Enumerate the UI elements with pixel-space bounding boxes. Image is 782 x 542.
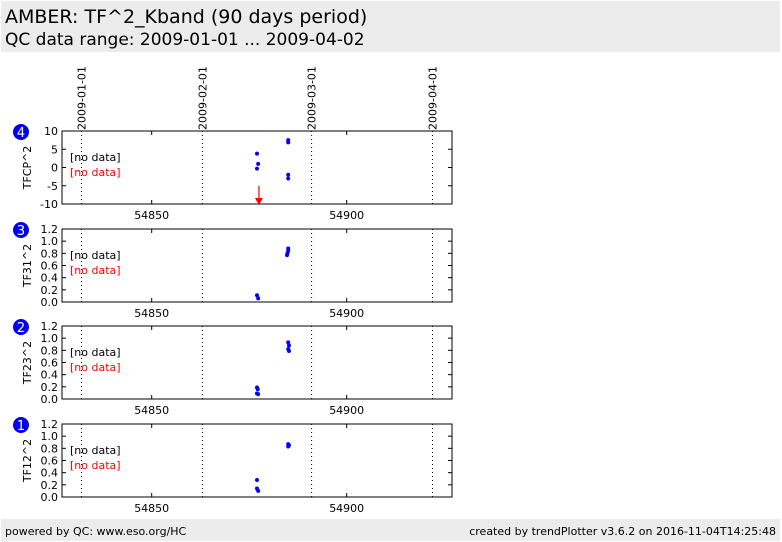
x-tick-label: 54900 [329, 404, 364, 417]
no-data-label-red: [no data] [70, 361, 121, 374]
y-tick-label: -10 [40, 198, 58, 211]
date-marker-label: 2009-03-01 [306, 66, 319, 130]
y-tick-label: 0.6 [41, 357, 59, 370]
data-point [286, 172, 291, 177]
data-point [286, 343, 291, 348]
date-marker-label: 2009-01-01 [76, 66, 89, 130]
y-tick-label: 1.2 [41, 223, 59, 236]
y-tick-label: 0.0 [41, 491, 59, 504]
no-data-label-red: [no data] [70, 459, 121, 472]
header-bar: AMBER: TF^2_Kband (90 days period) QC da… [1, 1, 780, 52]
y-axis-label: TF12^2 [21, 439, 34, 483]
no-data-label: [no data] [70, 444, 121, 457]
date-marker-label: 2009-02-01 [196, 66, 209, 130]
x-tick-label: 54850 [134, 209, 169, 222]
y-tick-label: 0.2 [41, 284, 59, 297]
y-tick-label: 1.2 [41, 418, 59, 431]
data-point [285, 253, 290, 258]
no-data-label: [no data] [70, 346, 121, 359]
data-point [286, 176, 291, 181]
panel-frame [61, 423, 453, 498]
data-point [286, 140, 291, 145]
y-tick-label: 1.0 [41, 235, 59, 248]
y-tick-label: 5 [51, 143, 58, 156]
y-tick-label: 10 [44, 125, 58, 138]
y-tick-label: 0.8 [41, 247, 59, 260]
footer-bar: powered by QC: www.eso.org/HC created by… [1, 519, 780, 541]
y-axis-label: TFCP^2 [21, 146, 34, 191]
y-tick-label: 0.0 [41, 393, 59, 406]
y-tick-label: 1.2 [41, 320, 59, 333]
data-point [255, 166, 259, 171]
y-tick-label: 0.2 [41, 479, 59, 492]
panel-badge-number: 2 [17, 321, 25, 336]
y-tick-label: 0.4 [41, 369, 59, 382]
data-point [256, 161, 261, 166]
y-axis-label: TF23^2 [21, 341, 34, 385]
panel-badge-number: 3 [17, 224, 25, 239]
data-point [255, 293, 259, 298]
y-tick-label: 0.4 [41, 272, 59, 285]
y-tick-label: 0.8 [41, 442, 59, 455]
data-point [255, 151, 259, 156]
no-data-label: [no data] [70, 151, 121, 164]
panel-badge [13, 417, 29, 433]
panel-badge [13, 124, 29, 140]
panel-badge-number: 1 [17, 419, 25, 434]
y-tick-label: 0 [51, 162, 58, 175]
data-point [256, 488, 261, 493]
no-data-label-red: [no data] [70, 166, 121, 179]
data-point [255, 387, 260, 392]
y-tick-label: 1.0 [41, 430, 59, 443]
date-marker-label: 2009-04-01 [427, 66, 440, 130]
data-point [286, 340, 291, 345]
page-subtitle: QC data range: 2009-01-01 ... 2009-04-02 [5, 30, 365, 50]
x-tick-label: 54850 [134, 502, 169, 515]
y-tick-label: -5 [47, 180, 58, 193]
data-point [286, 444, 291, 449]
data-point [286, 348, 291, 353]
x-tick-label: 54900 [329, 209, 364, 222]
panel-badge-number: 4 [17, 126, 25, 141]
data-point [255, 477, 259, 482]
y-tick-label: 0.0 [41, 296, 59, 309]
y-tick-label: 0.6 [41, 260, 59, 273]
footer-created-by: created by trendPlotter v3.6.2 on 2016-1… [469, 525, 776, 538]
outlier-arrow-head [254, 198, 263, 205]
data-point [256, 392, 261, 397]
y-axis-label: TF31^2 [21, 244, 34, 288]
data-point [256, 296, 261, 301]
footer-powered-by: powered by QC: www.eso.org/HC [5, 525, 187, 538]
panel-badge [13, 222, 29, 238]
y-tick-label: 0.8 [41, 344, 59, 357]
x-tick-label: 54850 [134, 404, 169, 417]
no-data-label-red: [no data] [70, 264, 121, 277]
y-tick-label: 1.0 [41, 332, 59, 345]
panel-badge [13, 319, 29, 335]
y-tick-label: 0.6 [41, 455, 59, 468]
no-data-label: [no data] [70, 249, 121, 262]
panel-frame [61, 228, 453, 303]
y-tick-label: 0.4 [41, 467, 59, 480]
page-title: AMBER: TF^2_Kband (90 days period) [5, 6, 368, 28]
y-tick-label: 0.2 [41, 381, 59, 394]
x-tick-label: 54900 [329, 307, 364, 320]
x-tick-label: 54900 [329, 502, 364, 515]
x-tick-label: 54850 [134, 307, 169, 320]
